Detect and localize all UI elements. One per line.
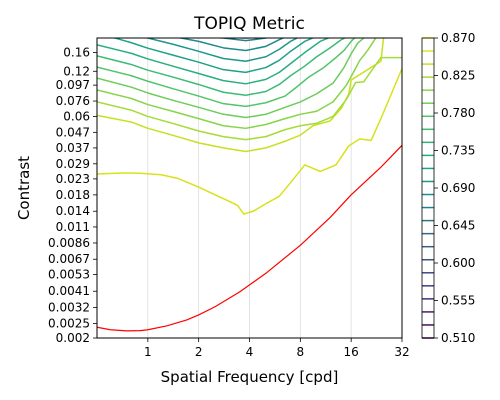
colorbar-tick-label: 0.510 — [441, 331, 475, 345]
colorbar-tick-label: 0.645 — [441, 219, 475, 233]
contour-layer — [97, 38, 402, 215]
y-tick-label: 0.018 — [56, 188, 90, 202]
x-axis-ticks: 1 2 4 8 16 32 — [144, 338, 410, 359]
colorbar-frame — [421, 37, 435, 339]
x-tick-label: 2 — [195, 345, 203, 359]
colorbar-tick-label: 0.870 — [441, 31, 475, 45]
x-tick-label: 16 — [344, 345, 359, 359]
y-tick-label: 0.023 — [56, 172, 90, 186]
contour-line — [112, 38, 315, 74]
reference-curve — [97, 144, 402, 332]
y-tick-label: 0.0067 — [48, 252, 90, 266]
x-tick-label: 32 — [394, 345, 409, 359]
y-tick-label: 0.06 — [63, 109, 90, 123]
y-tick-label: 0.076 — [56, 94, 90, 108]
y-tick-label: 0.002 — [56, 331, 90, 345]
contour-line — [97, 38, 385, 153]
y-tick-label: 0.16 — [63, 46, 90, 60]
grid-layer — [147, 38, 352, 338]
y-tick-label: 0.029 — [56, 157, 90, 171]
y-tick-label: 0.0086 — [48, 236, 90, 250]
contour-line — [97, 38, 377, 130]
y-tick-label: 0.12 — [63, 64, 90, 78]
y-tick-label: 0.0041 — [48, 284, 90, 298]
x-tick-label: 8 — [297, 345, 305, 359]
x-tick-label: 4 — [246, 345, 254, 359]
contour-line — [97, 68, 402, 215]
x-tick-label: 1 — [144, 345, 152, 359]
contour-line — [97, 38, 365, 119]
contour-line — [97, 38, 331, 85]
contour-line — [211, 38, 270, 42]
y-tick-label: 0.0053 — [48, 268, 90, 282]
colorbar-tick-label: 0.780 — [441, 106, 475, 120]
y-tick-label: 0.014 — [56, 204, 90, 218]
x-axis-label: Spatial Frequency [cpd] — [161, 368, 339, 386]
contour-line — [97, 56, 402, 141]
colorbar-tick-label: 0.825 — [441, 69, 475, 83]
contour-line — [97, 38, 347, 97]
colorbar-tick-label: 0.690 — [441, 181, 475, 195]
chart-title: TOPIQ Metric — [193, 14, 305, 34]
colorbar: 0.510 0.555 0.600 0.645 0.690 0.735 0.780 0.825… — [421, 31, 475, 345]
contour-line — [176, 38, 286, 52]
y-tick-label: 0.0025 — [48, 316, 90, 330]
y-tick-label: 0.047 — [56, 125, 90, 139]
contour-line — [97, 38, 356, 108]
y-tick-label: 0.037 — [56, 141, 90, 155]
colorbar-tick-label: 0.735 — [441, 144, 475, 158]
y-tick-label: 0.011 — [56, 220, 90, 234]
colorbar-tick-label: 0.555 — [441, 294, 475, 308]
y-tick-label: 0.0032 — [48, 300, 90, 314]
contour-line — [142, 38, 299, 62]
y-axis-label: Contrast — [15, 156, 33, 220]
colorbar-tick-label: 0.600 — [441, 256, 475, 270]
reference-curve-layer — [97, 144, 402, 332]
y-tick-label: 0.097 — [56, 78, 90, 92]
